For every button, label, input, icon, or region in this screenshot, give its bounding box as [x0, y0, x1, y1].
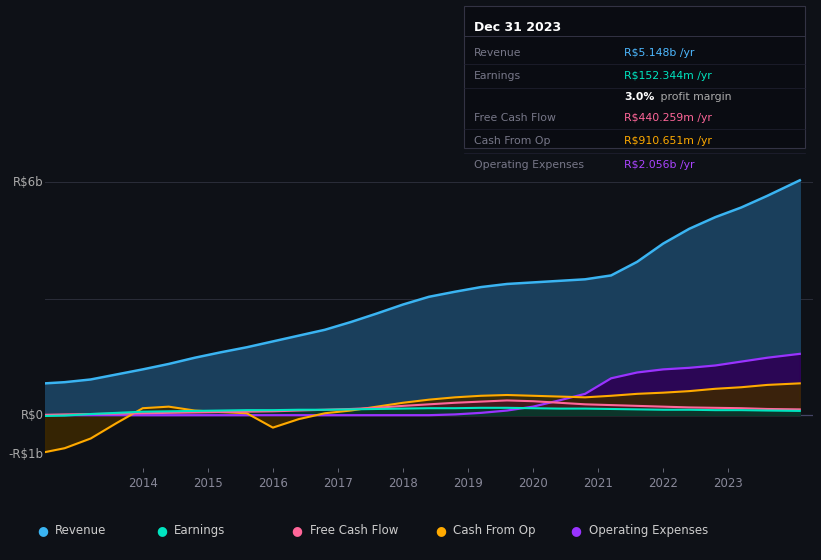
Text: Earnings: Earnings	[474, 71, 521, 81]
Text: R$5.148b /yr: R$5.148b /yr	[624, 48, 695, 58]
Text: Revenue: Revenue	[55, 524, 107, 538]
Text: Operating Expenses: Operating Expenses	[589, 524, 708, 538]
Text: Cash From Op: Cash From Op	[474, 136, 550, 146]
Text: R$440.259m /yr: R$440.259m /yr	[624, 113, 712, 123]
Text: ●: ●	[435, 524, 446, 538]
Text: R$152.344m /yr: R$152.344m /yr	[624, 71, 712, 81]
Text: Free Cash Flow: Free Cash Flow	[474, 113, 556, 123]
Text: ●: ●	[37, 524, 48, 538]
Text: ●: ●	[156, 524, 167, 538]
Text: Cash From Op: Cash From Op	[453, 524, 535, 538]
Text: -R$1b: -R$1b	[8, 447, 44, 460]
Text: 3.0%: 3.0%	[624, 92, 654, 102]
Text: Operating Expenses: Operating Expenses	[474, 160, 584, 170]
Text: R$6b: R$6b	[13, 176, 44, 189]
Text: Free Cash Flow: Free Cash Flow	[310, 524, 398, 538]
Text: ●: ●	[571, 524, 581, 538]
Text: R$0: R$0	[21, 409, 44, 422]
Text: Earnings: Earnings	[174, 524, 226, 538]
Text: ●: ●	[291, 524, 302, 538]
Text: R$910.651m /yr: R$910.651m /yr	[624, 136, 712, 146]
Text: R$2.056b /yr: R$2.056b /yr	[624, 160, 695, 170]
Text: Revenue: Revenue	[474, 48, 521, 58]
Text: Dec 31 2023: Dec 31 2023	[474, 21, 561, 34]
Text: profit margin: profit margin	[657, 92, 732, 102]
